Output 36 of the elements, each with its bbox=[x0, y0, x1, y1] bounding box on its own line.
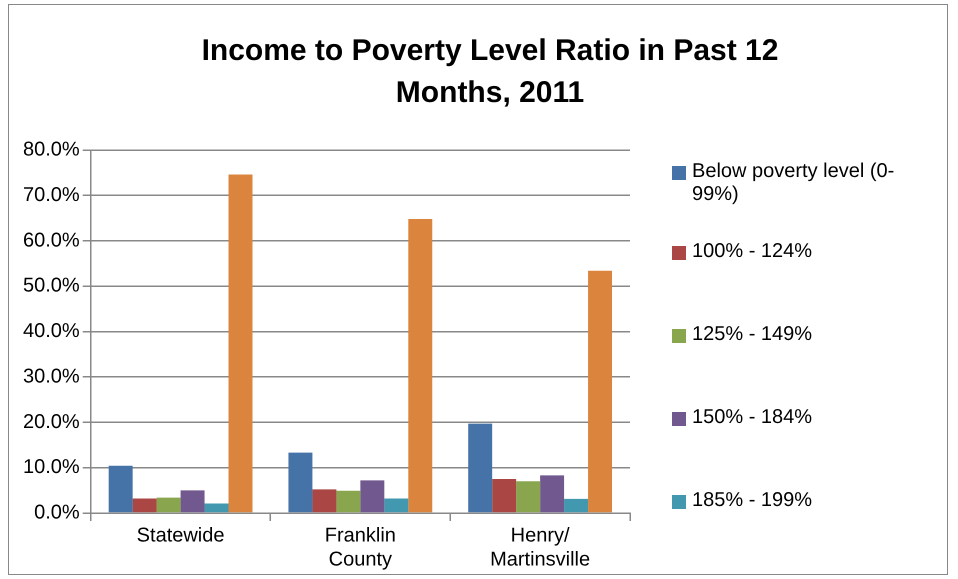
bar bbox=[288, 452, 312, 512]
bar bbox=[228, 174, 252, 512]
bar bbox=[540, 475, 564, 512]
legend-label: 150% - 184% bbox=[692, 406, 812, 429]
bar bbox=[492, 478, 516, 512]
bar bbox=[336, 490, 360, 512]
y-tick-label: 0.0% bbox=[34, 502, 80, 524]
bar bbox=[516, 481, 540, 512]
bar bbox=[204, 503, 229, 512]
bar bbox=[108, 466, 133, 512]
bar bbox=[384, 498, 408, 512]
y-tick-label: 40.0% bbox=[22, 320, 80, 342]
legend-label: 125% - 149% bbox=[692, 323, 812, 346]
y-tick-label: 60.0% bbox=[22, 229, 80, 252]
bar bbox=[468, 424, 492, 512]
y-tick-label: 30.0% bbox=[22, 365, 80, 388]
x-tick-label: Statewide bbox=[136, 524, 225, 547]
bar bbox=[360, 480, 384, 512]
chart-title: Income to Poverty Level Ratio in Past 12 Months, 2011 bbox=[200, 33, 780, 111]
x-tick-label: Henry/ Martinsville bbox=[490, 524, 590, 571]
bar bbox=[564, 498, 588, 512]
x-tick-label: Franklin County bbox=[324, 524, 396, 571]
bar bbox=[312, 489, 336, 512]
y-tick-label: 70.0% bbox=[22, 184, 80, 206]
bar bbox=[156, 498, 181, 512]
legend-label: 185% - 199% bbox=[692, 489, 812, 512]
bar bbox=[132, 498, 157, 512]
y-tick-label: 50.0% bbox=[22, 274, 80, 297]
bar bbox=[180, 490, 205, 512]
legend-label: Below poverty level (0-99%) bbox=[692, 160, 896, 206]
bar bbox=[408, 218, 432, 512]
legend-label: 100% - 124% bbox=[692, 240, 812, 263]
y-tick-label: 80.0% bbox=[22, 138, 80, 161]
bar bbox=[588, 270, 612, 512]
y-tick-label: 10.0% bbox=[22, 456, 80, 478]
y-tick-label: 20.0% bbox=[22, 410, 80, 433]
